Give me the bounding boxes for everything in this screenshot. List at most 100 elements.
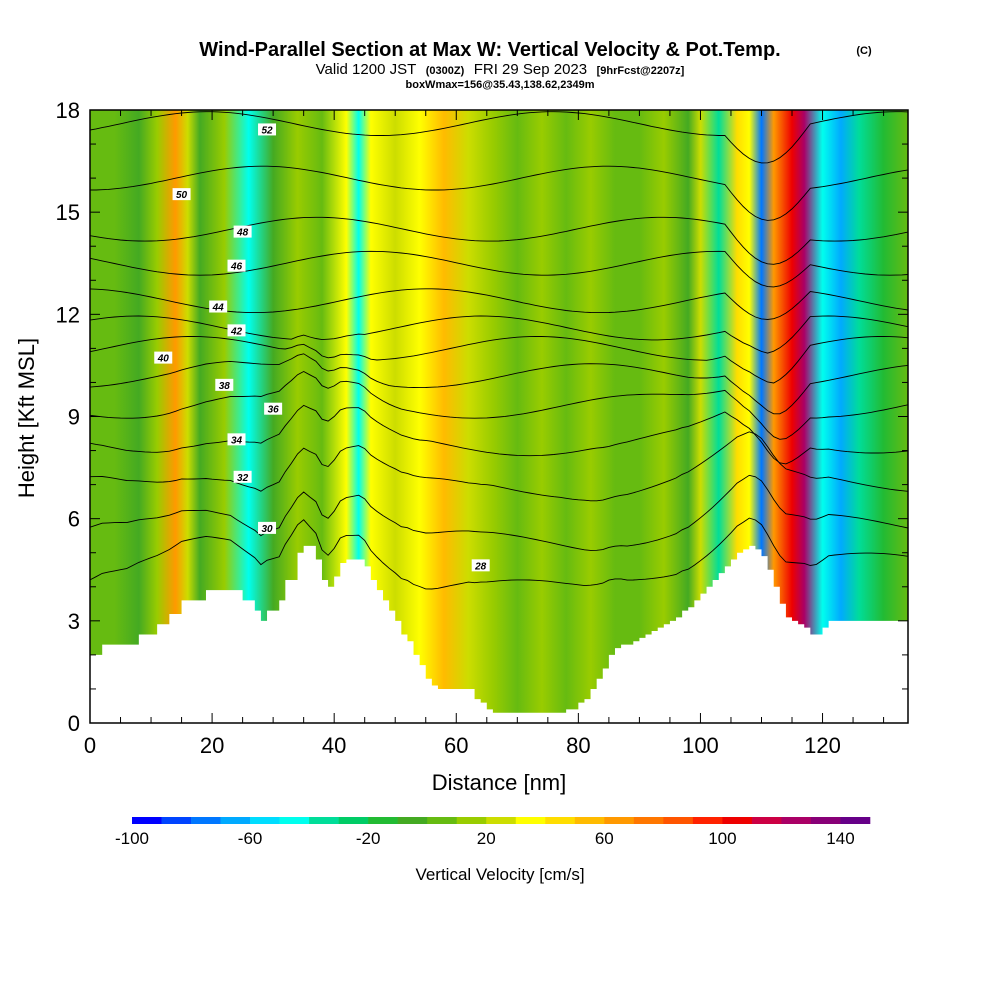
colorbar-swatch [840, 817, 871, 824]
colorbar-swatch [456, 817, 487, 824]
theta-contour-38 [90, 353, 908, 415]
theta-contour-36 [90, 370, 908, 440]
colorbar-swatch [309, 817, 339, 824]
colorbar-swatch [191, 817, 221, 824]
colorbar-tick-label: -60 [238, 829, 263, 848]
subtitle-date: FRI 29 Sep 2023 [474, 61, 587, 78]
colorbar-swatch [781, 817, 812, 824]
contour-label-box [471, 559, 490, 572]
x-tick-label: 60 [444, 733, 468, 758]
contour-label-text: 48 [236, 228, 249, 239]
x-tick-label: 0 [84, 733, 96, 758]
contour-label-40: 40 [154, 351, 173, 365]
contour-label-text: 32 [237, 473, 249, 484]
subtitle-utc: (0300Z) [426, 65, 465, 77]
terrain [90, 545, 908, 723]
colorbar-swatch [368, 817, 398, 824]
subtitle: Valid 1200 JST (0300Z) FRI 29 Sep 2023 [… [316, 61, 685, 78]
colorbar-swatch [515, 817, 546, 824]
colorbar-tick-label: 100 [708, 829, 736, 848]
contour-label-box [233, 470, 252, 483]
colorbar-swatch [604, 817, 635, 824]
colorbar-swatch [663, 817, 694, 824]
contour-label-box [227, 324, 246, 337]
plot-area: 28 30 32 34 36 38 40 42 44 46 48 50 52 [90, 110, 908, 723]
colorbar: -100 -60 -20 20 60 100 140 [115, 817, 871, 848]
y-tick-label: 9 [68, 405, 80, 430]
theta-contour-52 [90, 111, 908, 164]
colorbar-swatch [338, 817, 369, 824]
contour-label-text: 44 [212, 303, 225, 314]
contour-label-text: 36 [268, 405, 280, 416]
theta-contour-34 [90, 404, 908, 465]
contour-label-text: 34 [231, 435, 243, 446]
contour-label-box [258, 521, 277, 534]
colorbar-tick-label: 60 [595, 829, 614, 848]
colorbar-swatch [810, 817, 841, 824]
colorbar-tick-label: -100 [115, 829, 149, 848]
theta-contour-46 [90, 250, 908, 288]
contour-label-42: 42 [227, 324, 246, 337]
x-tick-label: 120 [804, 733, 841, 758]
contour-label-text: 50 [176, 190, 188, 201]
contour-label-30: 30 [258, 521, 277, 535]
colorbar-swatch [545, 817, 576, 824]
theta-contour-50 [90, 165, 908, 221]
colorbar-swatch [132, 817, 162, 824]
colorbar-swatch [751, 817, 782, 824]
contour-label-38: 38 [215, 378, 234, 392]
theta-contour-42 [90, 315, 908, 354]
theta-contour-30 [90, 474, 908, 551]
subtitle-fcst: [9hrFcst@2207z] [597, 65, 685, 77]
colorbar-swatch [250, 817, 280, 824]
contour-label-text: 46 [230, 262, 243, 273]
contour-label-box [209, 300, 228, 313]
contour-label-box [227, 433, 246, 446]
contour-label-box [172, 188, 191, 201]
contour-label-box [215, 378, 234, 391]
subtitle-valid: Valid 1200 JST [316, 61, 417, 78]
contour-label-50: 50 [172, 188, 191, 201]
box-note: boxWmax=156@35.43,138.62,2349m [406, 79, 595, 91]
contour-label-34: 34 [227, 433, 246, 446]
contour-label-box [258, 123, 277, 136]
colorbar-swatch [574, 817, 605, 824]
colorbar-swatch [427, 817, 458, 824]
contour-label-48: 48 [233, 225, 252, 239]
y-tick-label: 12 [56, 302, 80, 327]
colorbar-swatch [633, 817, 664, 824]
x-tick-label: 20 [200, 733, 224, 758]
y-tick-label: 15 [56, 200, 80, 225]
contour-label-36: 36 [264, 402, 283, 416]
contour-label-text: 40 [157, 354, 170, 365]
x-tick-label: 40 [322, 733, 346, 758]
contour-label-32: 32 [233, 470, 252, 484]
colorbar-label: Vertical Velocity [cm/s] [415, 865, 584, 884]
colorbar-swatch [486, 817, 517, 824]
contour-label-text: 42 [230, 326, 243, 337]
theta-contours [90, 111, 908, 590]
colorbar-swatch [397, 817, 428, 824]
contour-label-box [227, 259, 246, 272]
theta-contour-32 [90, 431, 908, 502]
contour-label-box [154, 351, 173, 364]
contour-label-52: 52 [258, 123, 277, 136]
colorbar-tick-label: 20 [477, 829, 496, 848]
contour-label-text: 38 [219, 381, 231, 392]
contour-label-44: 44 [209, 300, 228, 314]
contour-label-text: 30 [261, 524, 273, 535]
contour-label-box [264, 402, 283, 415]
y-tick-label: 3 [68, 609, 80, 634]
contour-labels: 28 30 32 34 36 38 40 42 44 46 48 50 52 [154, 123, 490, 572]
theta-contour-48 [90, 216, 908, 265]
colorbar-tick-label: -20 [356, 829, 381, 848]
contour-label-box [233, 225, 252, 238]
title-mark: (C) [856, 45, 872, 57]
y-tick-label: 18 [56, 98, 80, 123]
x-tick-label: 80 [566, 733, 590, 758]
contour-label-text: 28 [474, 561, 487, 572]
colorbar-swatch [161, 817, 192, 824]
chart-title: Wind-Parallel Section at Max W: Vertical… [199, 39, 780, 61]
